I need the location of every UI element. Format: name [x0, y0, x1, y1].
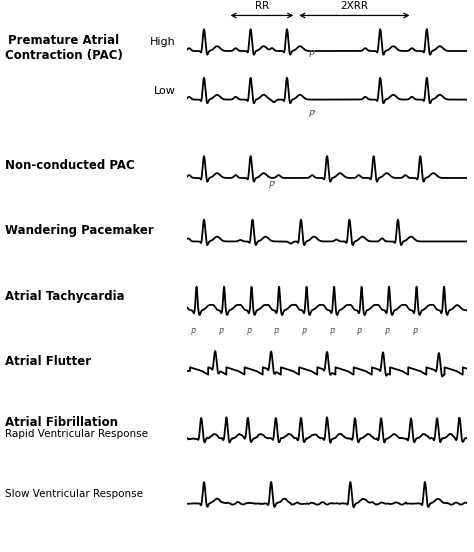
Text: Rapid Ventricular Response: Rapid Ventricular Response [5, 429, 148, 439]
Text: Non-conducted PAC: Non-conducted PAC [5, 159, 135, 172]
Text: Atrial Flutter: Atrial Flutter [5, 355, 91, 368]
Text: P': P' [329, 328, 336, 337]
Text: Atrial Fibrillation: Atrial Fibrillation [5, 416, 118, 429]
Text: P': P' [384, 328, 391, 337]
Text: P': P' [309, 110, 317, 119]
Text: P': P' [269, 181, 276, 190]
Text: Atrial Tachycardia: Atrial Tachycardia [5, 290, 124, 304]
Text: 2XRR: 2XRR [340, 1, 368, 11]
Text: P': P' [274, 328, 281, 337]
Text: P': P' [246, 328, 253, 337]
Text: Wandering Pacemaker: Wandering Pacemaker [5, 224, 154, 237]
Text: P': P' [412, 328, 419, 337]
Text: Slow Ventricular Response: Slow Ventricular Response [5, 489, 143, 499]
Text: Premature Atrial
Contraction (PAC): Premature Atrial Contraction (PAC) [5, 34, 123, 62]
Text: P': P' [191, 328, 198, 337]
Text: P': P' [357, 328, 364, 337]
Text: High: High [150, 37, 175, 47]
Text: RR: RR [255, 1, 269, 11]
Text: P': P' [309, 50, 317, 59]
Text: P': P' [301, 328, 308, 337]
Text: P': P' [219, 328, 225, 337]
Text: Low: Low [154, 86, 175, 95]
